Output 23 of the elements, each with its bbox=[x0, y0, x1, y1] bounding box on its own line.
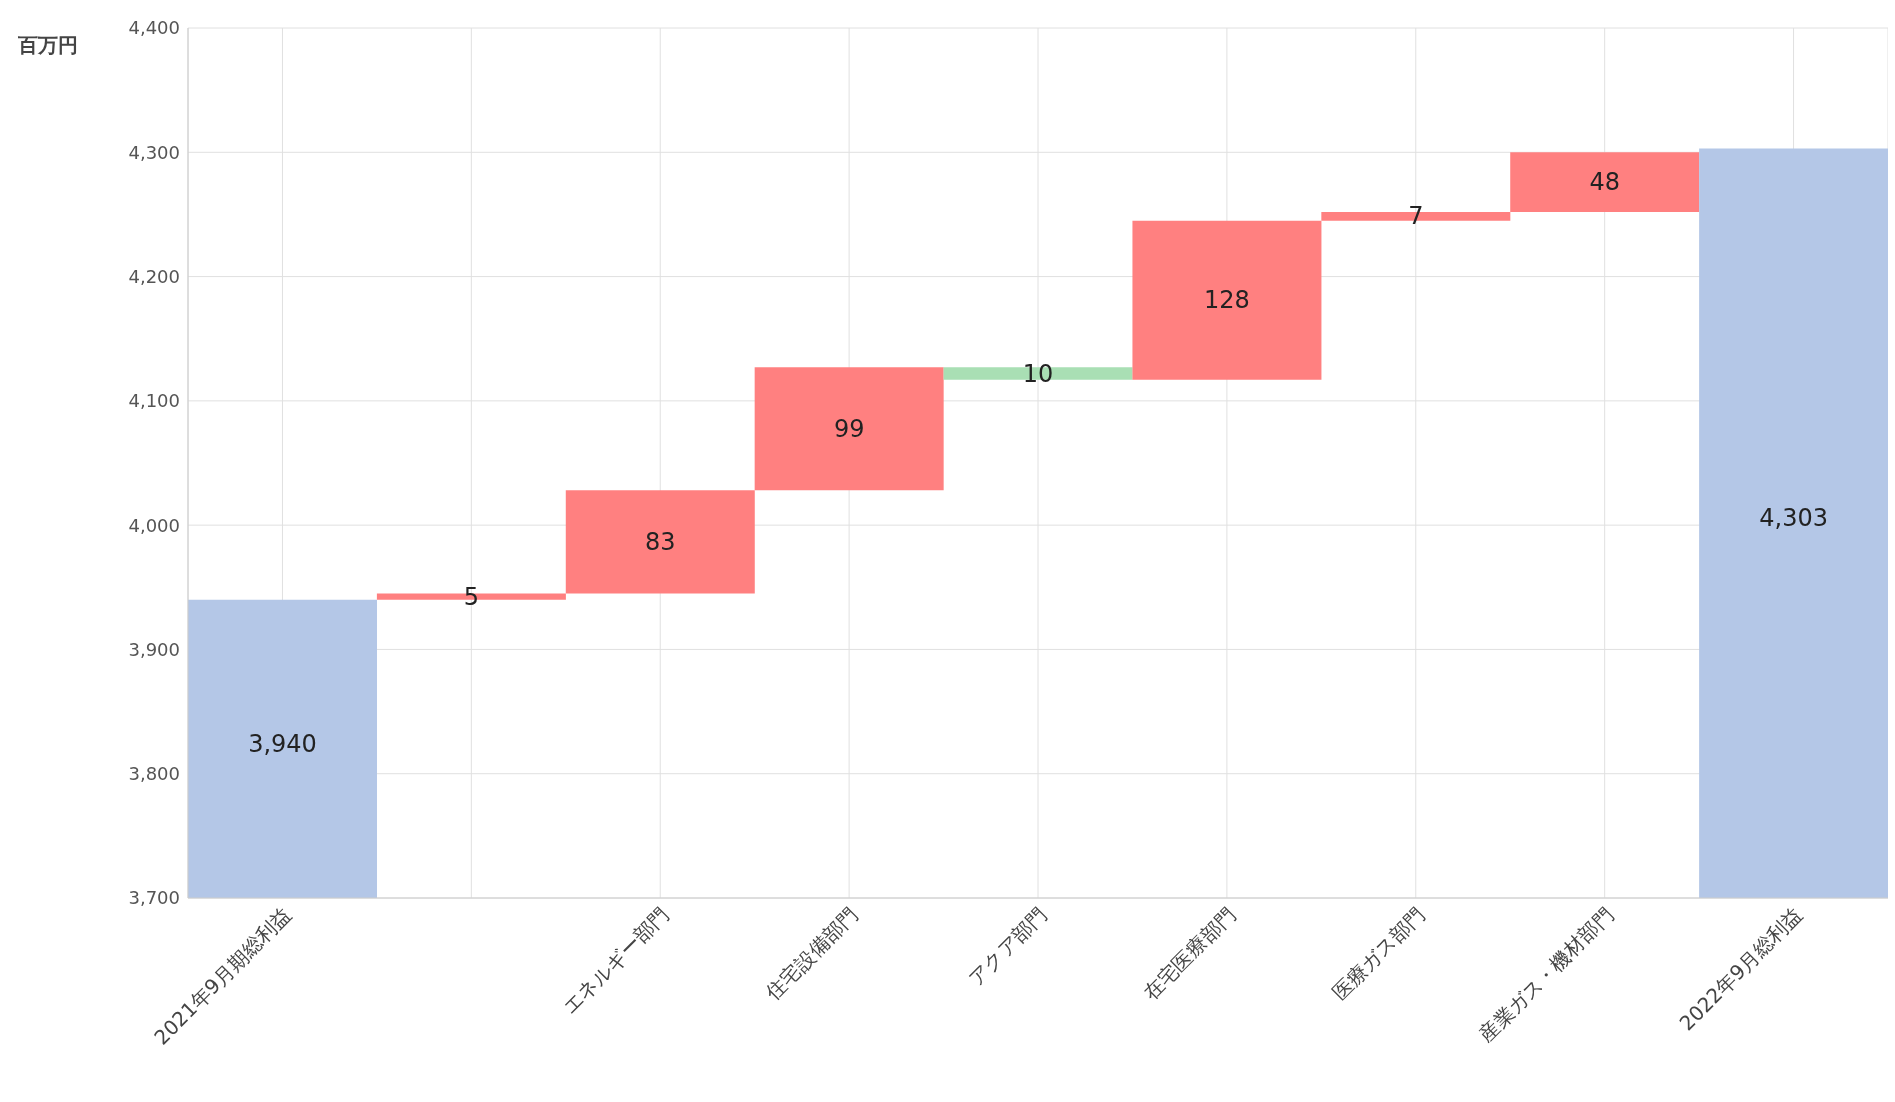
y-tick-label: 4,100 bbox=[128, 390, 180, 412]
y-tick-label: 4,000 bbox=[128, 514, 180, 536]
x-tick-label: 産業ガス・機材部門 bbox=[1473, 902, 1619, 1047]
data-label: 3,940 bbox=[248, 729, 317, 758]
data-label: 4,303 bbox=[1759, 504, 1828, 533]
x-tick-label: アクア部門 bbox=[963, 902, 1052, 991]
y-tick-label: 3,700 bbox=[128, 887, 180, 909]
x-tick-label: 在宅医療部門 bbox=[1138, 902, 1241, 1005]
y-tick-label: 3,900 bbox=[128, 638, 180, 660]
data-label: 128 bbox=[1204, 286, 1250, 315]
y-axis-title: 百万円 bbox=[18, 32, 78, 59]
data-label: 5 bbox=[463, 582, 480, 611]
data-label: 83 bbox=[645, 527, 676, 556]
y-tick-label: 4,300 bbox=[128, 141, 180, 163]
x-tick-label: 医療ガス部門 bbox=[1327, 902, 1430, 1005]
data-label: 48 bbox=[1589, 168, 1620, 197]
data-label: 10 bbox=[1022, 359, 1054, 388]
y-tick-label: 4,400 bbox=[128, 17, 180, 39]
y-tick-label: 4,200 bbox=[128, 265, 180, 287]
data-label: 99 bbox=[833, 414, 865, 443]
y-tick-label: 3,800 bbox=[128, 763, 180, 785]
x-tick-label: エネルギー部門 bbox=[557, 902, 674, 1019]
x-tick-label: 住宅設備部門 bbox=[760, 902, 863, 1006]
